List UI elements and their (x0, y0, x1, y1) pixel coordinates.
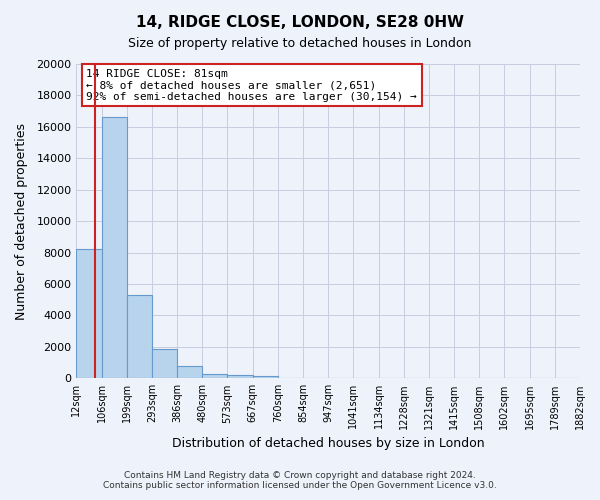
Text: 14 RIDGE CLOSE: 81sqm
← 8% of detached houses are smaller (2,651)
92% of semi-de: 14 RIDGE CLOSE: 81sqm ← 8% of detached h… (86, 68, 417, 102)
Y-axis label: Number of detached properties: Number of detached properties (15, 122, 28, 320)
Bar (127, 295, 152, 378)
Text: Contains HM Land Registry data © Crown copyright and database right 2024.
Contai: Contains HM Land Registry data © Crown c… (103, 470, 497, 490)
Bar (227, 375, 253, 378)
Bar (152, 349, 177, 378)
Bar (202, 374, 227, 378)
Bar (101, 118, 127, 378)
X-axis label: Distribution of detached houses by size in London: Distribution of detached houses by size … (172, 437, 484, 450)
Bar (253, 376, 278, 378)
Bar (76, 250, 101, 378)
Text: Size of property relative to detached houses in London: Size of property relative to detached ho… (128, 38, 472, 51)
Text: 14, RIDGE CLOSE, LONDON, SE28 0HW: 14, RIDGE CLOSE, LONDON, SE28 0HW (136, 15, 464, 30)
Bar (177, 366, 202, 378)
